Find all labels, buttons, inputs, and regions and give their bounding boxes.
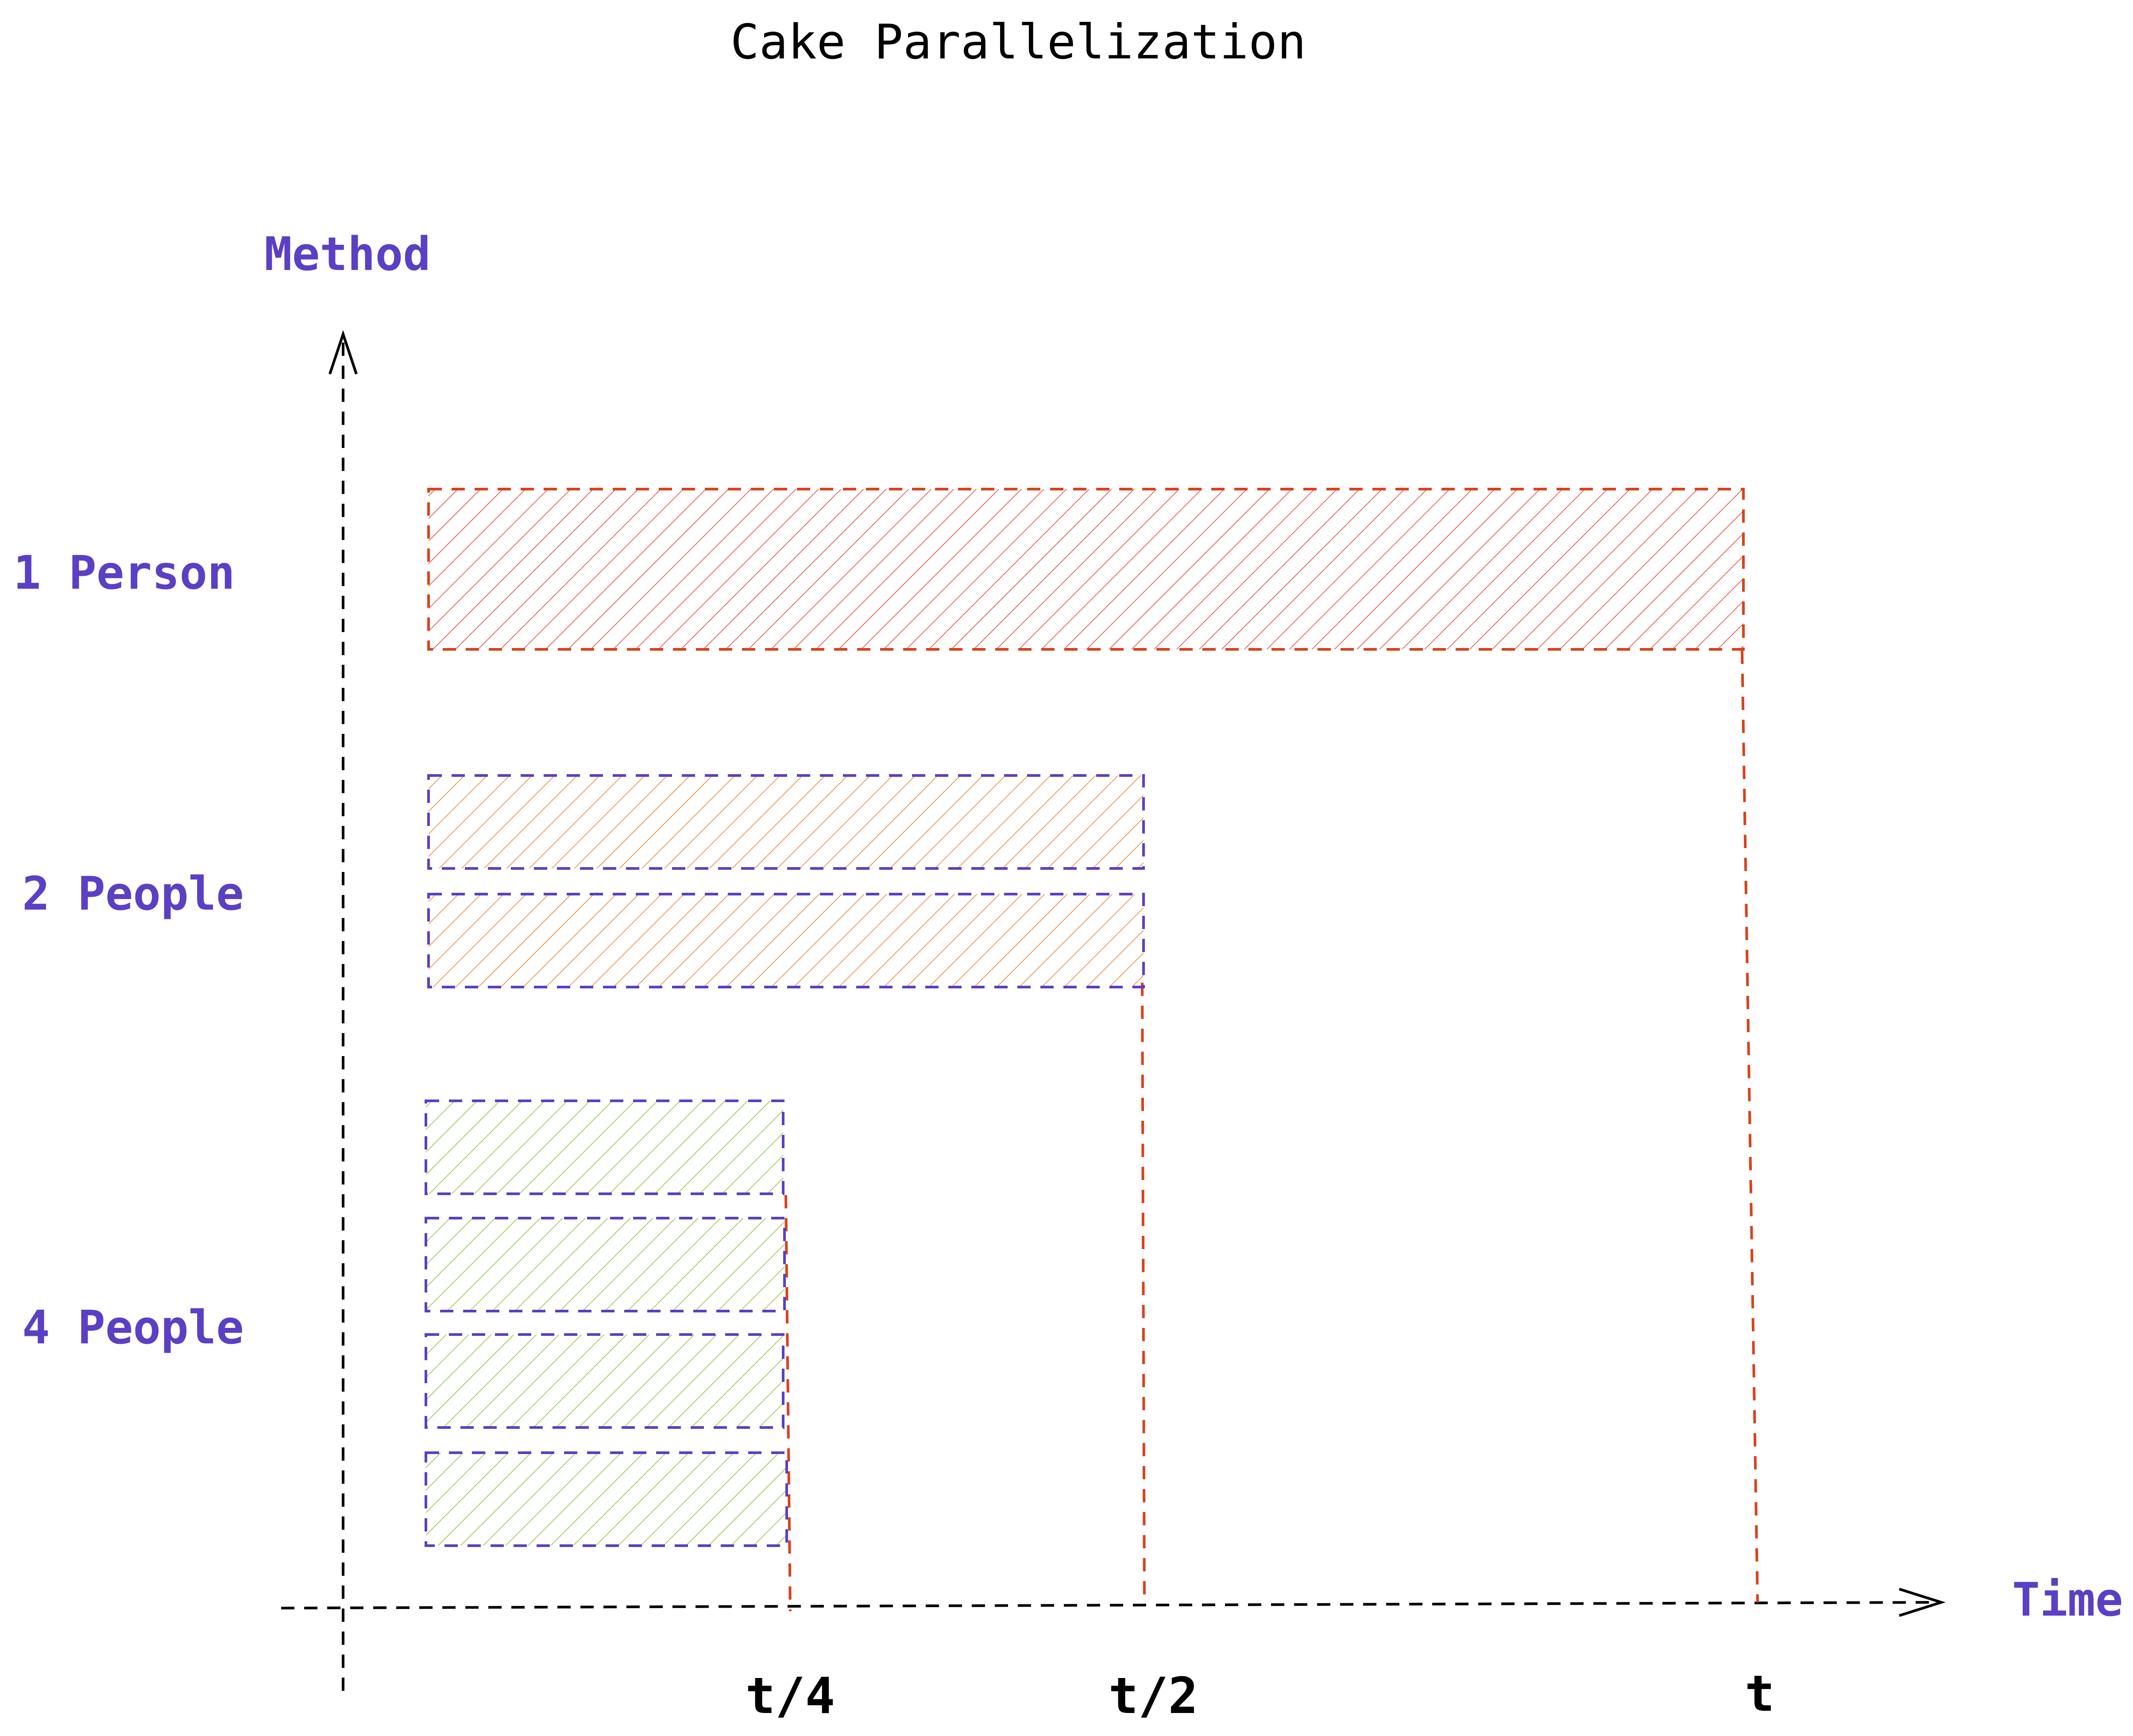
- method-four-people: 4 People: [22, 1099, 788, 1547]
- tick-label-t: t: [1745, 1665, 1774, 1723]
- guide-t-half: [1141, 982, 1146, 1603]
- task-bar: [427, 488, 1745, 651]
- task-bar: [427, 893, 1145, 988]
- task-bar: [425, 1217, 786, 1312]
- x-axis-label: Time: [2012, 1573, 2123, 1627]
- method-label-2-people: 2 People: [22, 867, 244, 921]
- guide-t: [1741, 650, 1759, 1603]
- tick-label-t-half: t/2: [1109, 1667, 1198, 1725]
- method-two-people: 2 People: [22, 774, 1145, 988]
- x-axis: Time: [281, 1573, 2123, 1627]
- y-axis: Method: [264, 227, 431, 1691]
- task-bar: [425, 1333, 784, 1429]
- method-label-1-person: 1 Person: [13, 546, 235, 600]
- method-label-4-people: 4 People: [22, 1300, 244, 1354]
- method-one-person: 1 Person: [13, 488, 1745, 651]
- time-tick-labels: t/4 t/2 t: [746, 1665, 1775, 1725]
- y-axis-arrowhead: [328, 330, 358, 374]
- task-bar: [427, 774, 1145, 870]
- diagram-title: Cake Parallelization: [730, 15, 1306, 70]
- guide-t-quarter: [784, 1195, 792, 1612]
- y-axis-label: Method: [264, 227, 431, 281]
- time-guides: [784, 650, 1759, 1612]
- task-bar: [425, 1451, 788, 1547]
- x-axis-arrowhead: [1899, 1588, 1946, 1617]
- tick-label-t-quarter: t/4: [746, 1667, 835, 1725]
- task-bar: [425, 1099, 784, 1195]
